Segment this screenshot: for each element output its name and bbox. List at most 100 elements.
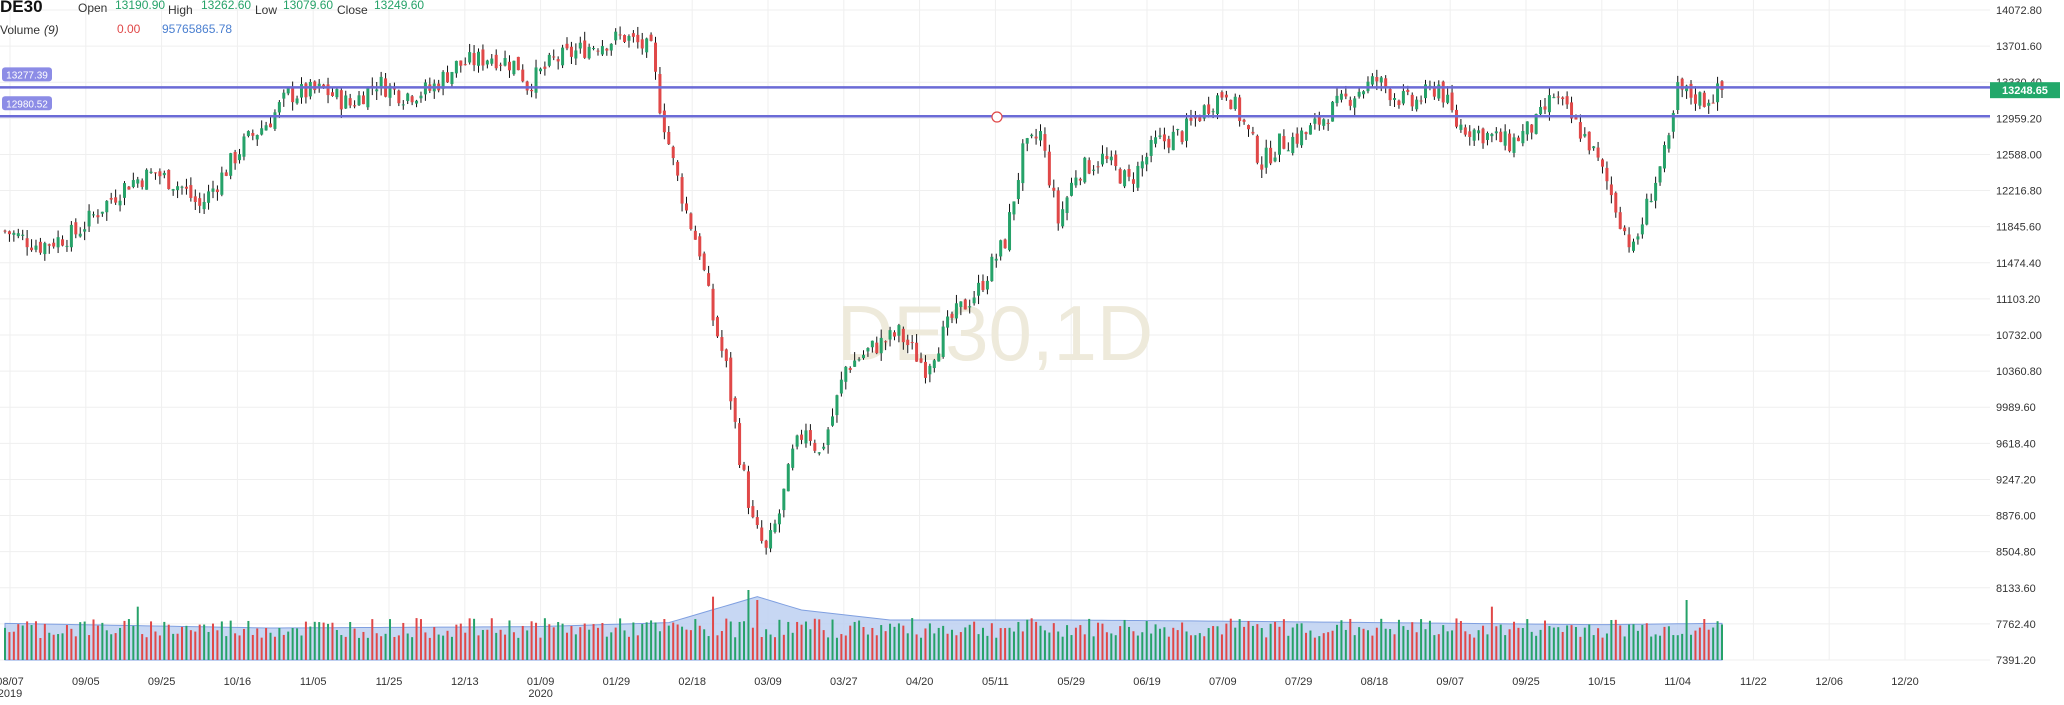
volume-bar	[1641, 624, 1644, 660]
volume-bar	[959, 632, 962, 660]
candle-down	[1397, 100, 1401, 106]
volume-bar	[990, 623, 993, 660]
candle-down	[189, 185, 193, 198]
x-tick-label: 10/16	[224, 676, 252, 688]
volume-bar	[1490, 606, 1493, 660]
candle-up	[592, 48, 596, 50]
volume-bar	[1225, 623, 1228, 660]
candle-up	[450, 71, 454, 85]
volume-bar	[92, 619, 95, 660]
volume-bar	[442, 635, 445, 660]
volume-bar	[291, 628, 294, 660]
volume-bar	[853, 621, 856, 660]
candle-down	[658, 74, 662, 114]
x-tick-label: 12/13	[451, 676, 479, 688]
volume-bar	[729, 621, 732, 660]
volume-bar	[1411, 622, 1414, 660]
volume-bar	[176, 633, 179, 660]
candle-up	[65, 245, 69, 247]
volume-bar	[1402, 626, 1405, 660]
volume-bar	[21, 625, 24, 660]
volume-bar	[96, 625, 99, 660]
candle-down	[3, 230, 7, 232]
volume-bar	[1296, 623, 1299, 660]
volume-bar	[1132, 631, 1135, 660]
candle-up	[375, 89, 379, 92]
candle-up	[1021, 143, 1025, 184]
volume-bar	[1420, 619, 1423, 660]
volume-bar	[1406, 629, 1409, 660]
volume-bar	[79, 622, 82, 660]
candle-up	[879, 337, 883, 354]
candle-down	[667, 131, 671, 145]
y-tick-label: 7391.20	[1996, 655, 2036, 667]
volume-bar	[127, 619, 130, 660]
x-tick-label: 05/11	[982, 676, 1009, 688]
volume-bar	[1712, 627, 1715, 660]
volume-bar	[1375, 627, 1378, 660]
volume-bar	[1327, 632, 1330, 660]
price-tags: 13277.39 12980.52 13248.65	[2, 67, 2060, 111]
volume-bar	[119, 627, 122, 660]
volume-bar	[101, 622, 104, 660]
volume-bar	[973, 621, 976, 660]
candle-down	[1087, 160, 1091, 174]
volume-bar	[495, 632, 498, 660]
volume-bar	[309, 626, 312, 660]
candle-up	[932, 360, 936, 369]
volume-bar	[574, 634, 577, 660]
volume-bar	[1393, 634, 1396, 660]
candle-down	[1317, 114, 1321, 125]
candle-up	[888, 330, 892, 340]
volume-bar	[52, 634, 55, 660]
volume-bar	[446, 630, 449, 660]
volume-bar	[1030, 618, 1033, 660]
volume-bar	[1707, 629, 1710, 660]
volume-bar	[1380, 618, 1383, 660]
candle-down	[1118, 169, 1122, 184]
volume-bar	[459, 623, 462, 660]
volume-bar	[393, 636, 396, 660]
candle-down	[733, 397, 737, 422]
volume-bar	[1291, 627, 1294, 660]
volume-bar	[1088, 618, 1091, 660]
candle-up	[344, 95, 348, 109]
candle-down	[729, 357, 733, 402]
volume-bar	[1349, 618, 1352, 660]
volume-bar	[1017, 621, 1020, 660]
candle-up	[335, 89, 339, 98]
candle-down	[1220, 92, 1224, 98]
line-anchor-handle[interactable]	[991, 111, 1003, 123]
volume-bar	[1371, 635, 1374, 660]
candle-up	[1069, 182, 1073, 196]
volume-bar	[17, 624, 20, 660]
volume-bar	[880, 625, 883, 660]
candle-up	[1185, 118, 1189, 141]
volume-bar	[1331, 630, 1334, 660]
x-tick-label: 03/09	[754, 676, 782, 688]
candle-down	[7, 231, 11, 235]
candle-down	[1056, 190, 1060, 224]
candle-down	[251, 133, 255, 136]
volume-bar	[1066, 625, 1069, 660]
volume-bar	[1579, 636, 1582, 660]
volume-bar	[654, 622, 657, 660]
volume-bar	[1672, 635, 1675, 660]
volume-bar	[809, 629, 812, 660]
volume-bar	[1185, 631, 1188, 660]
candle-down	[1344, 93, 1348, 97]
volume-bar	[667, 625, 670, 660]
volume-bar	[1366, 630, 1369, 660]
candle-down	[543, 66, 547, 69]
volume-bar	[433, 627, 436, 660]
candle-up	[512, 60, 516, 75]
candle-down	[680, 177, 684, 204]
volume-bar	[641, 623, 644, 660]
volume-bar	[619, 618, 622, 660]
candle-up	[990, 256, 994, 282]
volume-bar	[1477, 630, 1480, 660]
volume-bar	[1216, 626, 1219, 660]
candle-up	[835, 395, 839, 416]
